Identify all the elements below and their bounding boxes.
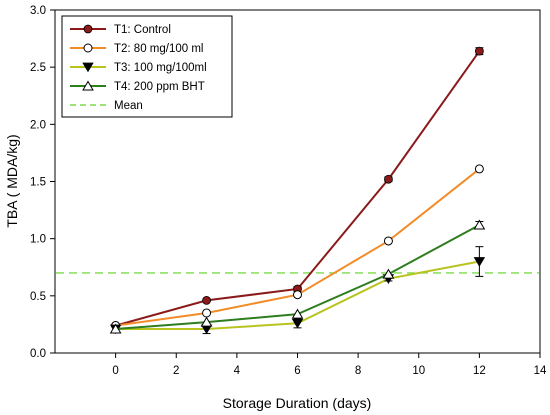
data-point — [474, 46, 484, 56]
x-tick-label: 14 — [534, 365, 547, 377]
x-tick-label: 0 — [112, 365, 118, 377]
x-tick-label: 8 — [355, 365, 361, 377]
legend-marker — [82, 62, 94, 73]
data-point — [291, 318, 304, 329]
legend-marker — [83, 24, 93, 34]
data-point — [384, 174, 393, 184]
x-axis-title: Storage Duration (days) — [223, 395, 372, 411]
legend-item: T1: Control — [70, 24, 171, 36]
legend-item: T2: 80 mg/100 ml — [70, 43, 203, 55]
legend-item: Mean — [70, 100, 143, 112]
data-point — [200, 316, 213, 327]
series-4 — [109, 219, 486, 334]
x-tick-label: 4 — [234, 365, 241, 377]
legend-marker — [82, 80, 94, 91]
y-tick-label: 3.0 — [30, 5, 46, 17]
x-tick-label: 10 — [412, 365, 425, 377]
data-point — [291, 308, 304, 319]
y-tick-label: 1.0 — [30, 234, 46, 246]
y-tick-label: 2.5 — [30, 62, 46, 74]
axes: 0 2 4 6 8 10 12 14 0.0 0.5 1.0 1.5 2.0 2.5 3.0 — [30, 5, 547, 377]
x-tick-label: 6 — [294, 365, 300, 377]
y-tick-label: 2.0 — [30, 119, 46, 131]
legend-label: T2: 80 mg/100 ml — [114, 43, 203, 55]
y-tick-label: 0.0 — [30, 348, 46, 360]
y-axis-title: TBA ( MDA/kg) — [4, 134, 20, 227]
legend-label: T1: Control — [114, 24, 171, 36]
series-2 — [111, 164, 484, 331]
series-layer — [109, 46, 486, 335]
data-point — [109, 323, 122, 334]
legend-label: T3: 100 mg/100ml — [114, 62, 207, 74]
series-line — [115, 168, 480, 327]
data-point — [382, 268, 395, 279]
legend-marker — [83, 43, 93, 53]
x-tick-label: 2 — [173, 365, 179, 377]
legend-item: T3: 100 mg/100ml — [70, 62, 207, 74]
legend-item: T4: 200 ppm BHT — [70, 80, 205, 93]
legend: T1: Control T2: 80 mg/100 ml T3: 100 mg/10… — [61, 15, 233, 118]
x-tick-label: 12 — [473, 365, 486, 377]
data-point — [473, 257, 486, 267]
y-tick-label: 0.5 — [30, 291, 46, 303]
data-point — [473, 219, 486, 230]
data-point — [202, 308, 212, 318]
legend-label: Mean — [114, 100, 143, 112]
y-tick-label: 1.5 — [30, 177, 46, 189]
data-point — [474, 164, 484, 174]
data-point — [202, 296, 211, 305]
data-point — [383, 236, 393, 246]
legend-label: T4: 200 ppm BHT — [114, 81, 205, 93]
data-point — [293, 290, 302, 300]
